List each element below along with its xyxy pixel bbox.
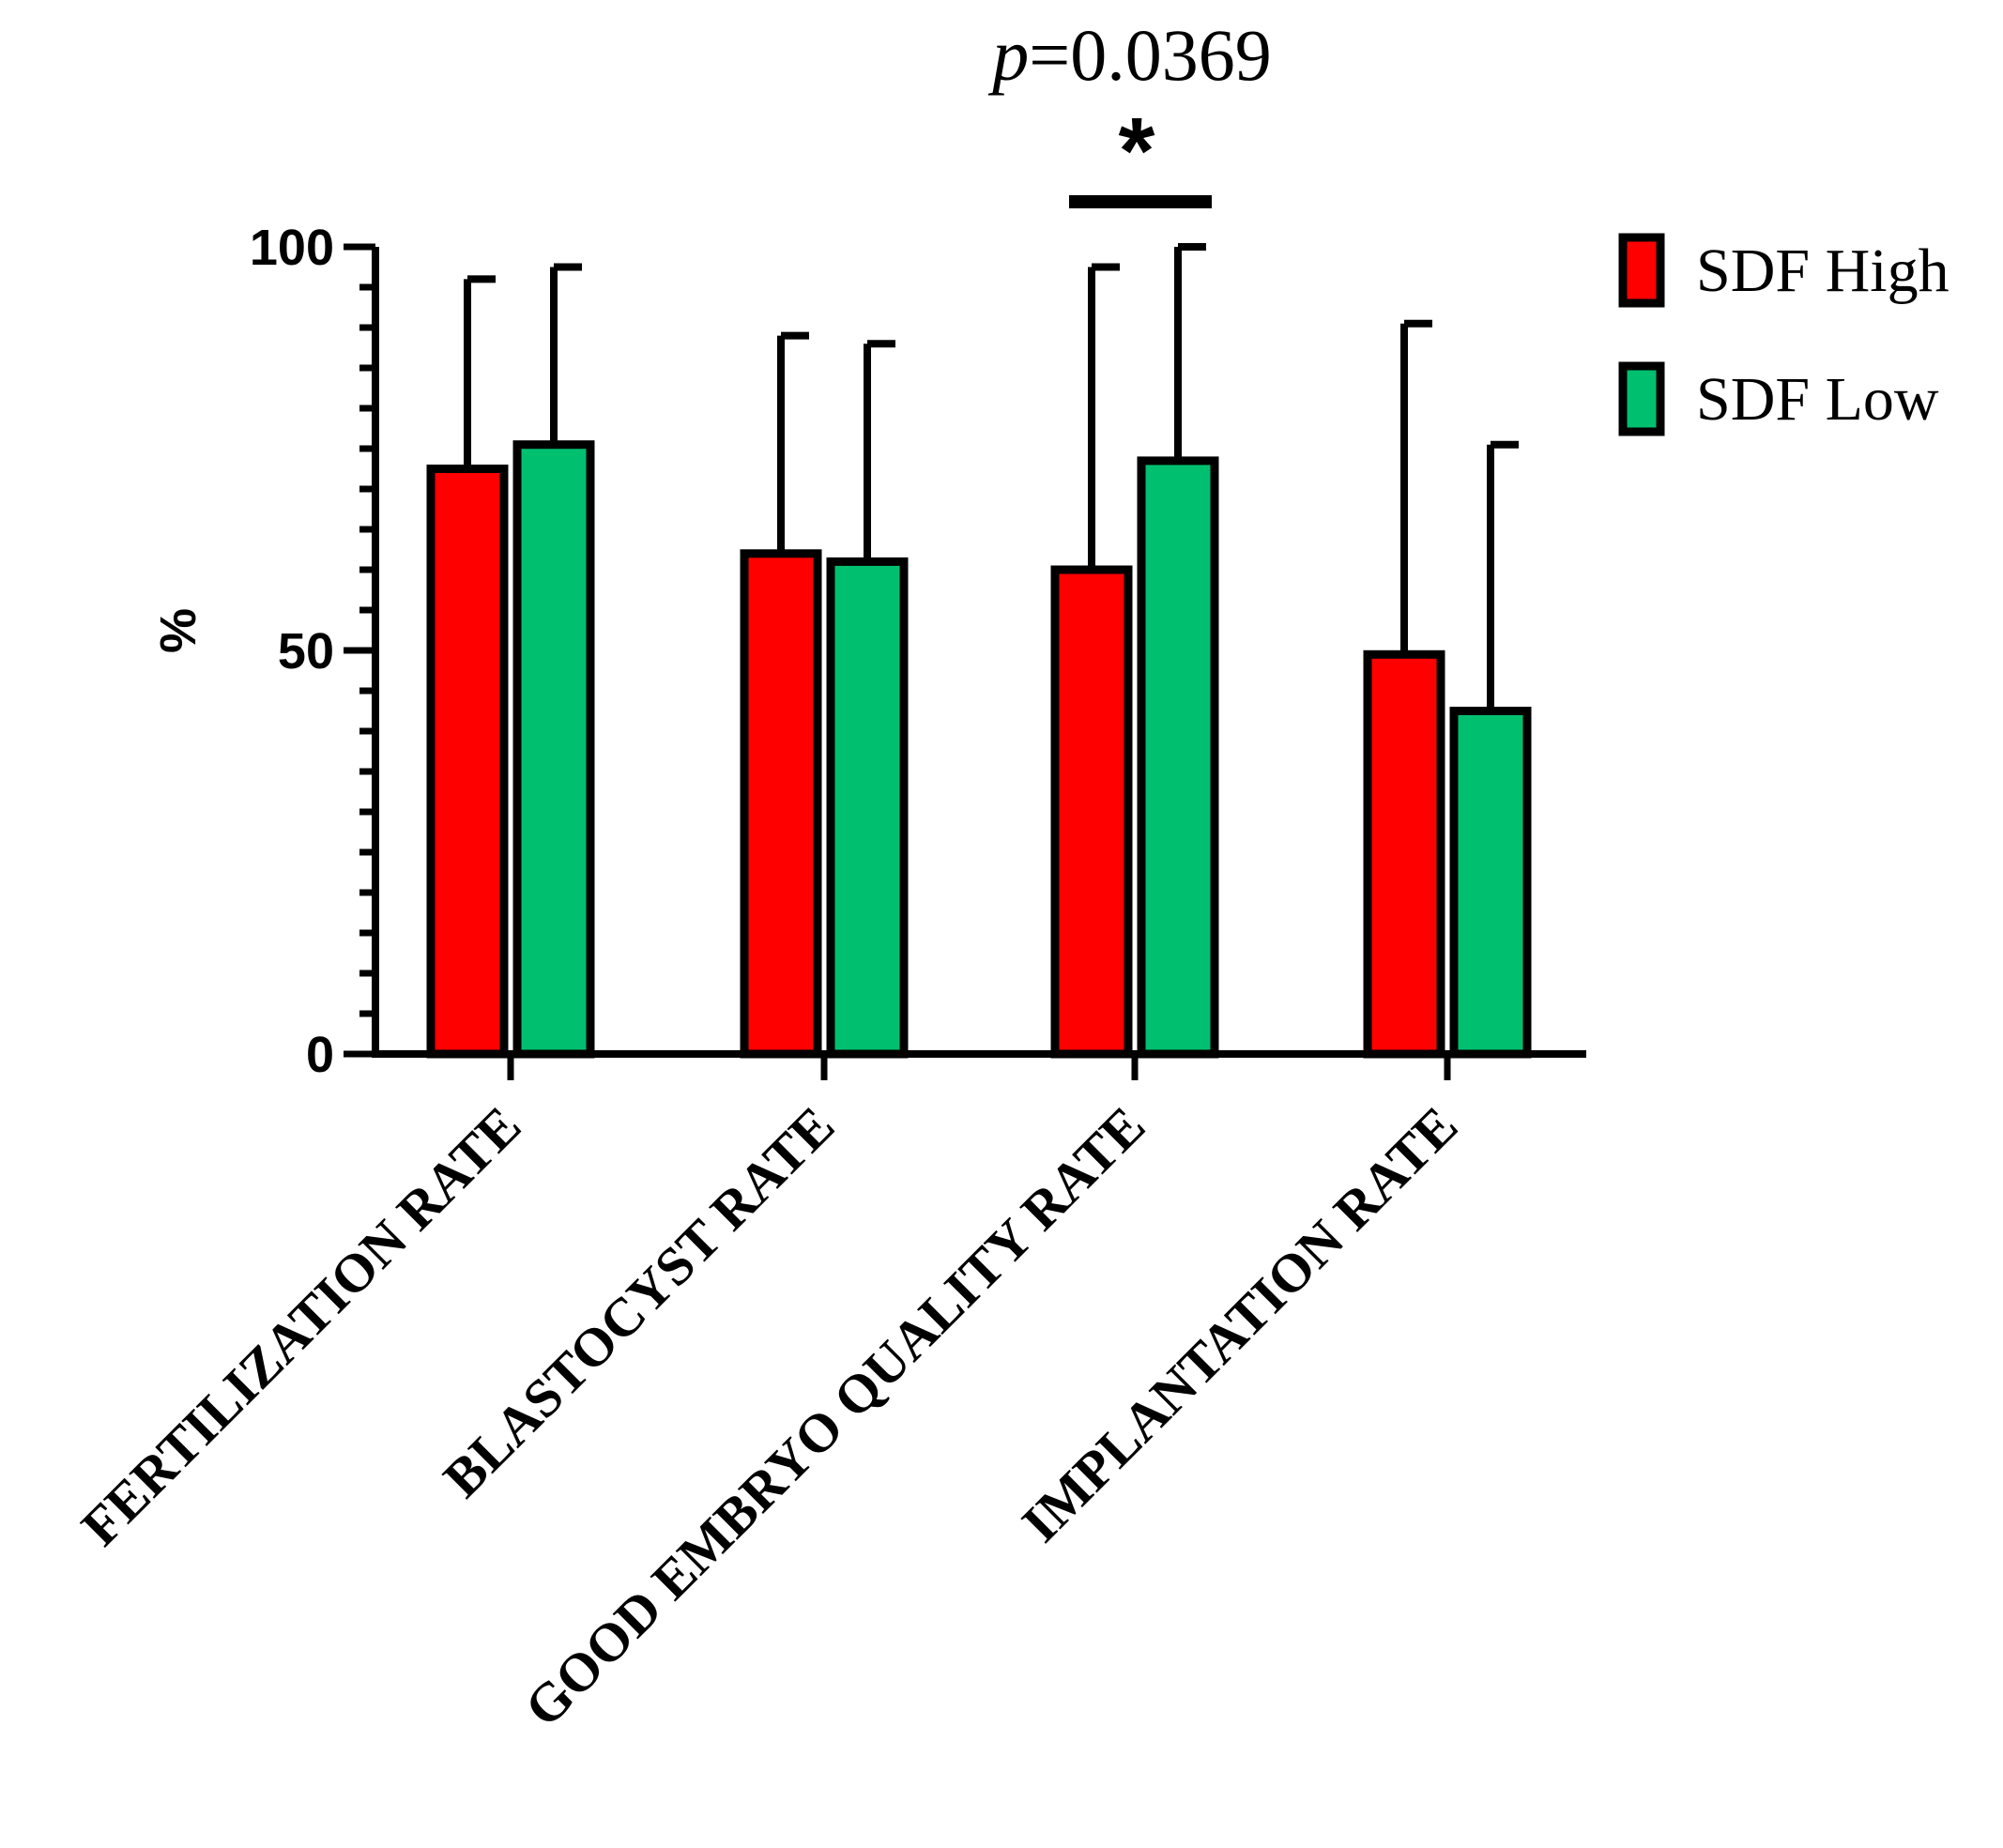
bar-sdf-low (826, 557, 909, 1059)
x-tick-label: GOOD EMBRYO QUALITY RATE (512, 1094, 1156, 1738)
p-value-symbol: p (987, 14, 1029, 96)
bar-sdf-high (740, 549, 822, 1059)
bar-sdf-high (426, 465, 509, 1059)
bar-sdf-low (512, 440, 595, 1059)
legend-swatch-sdf-low (1618, 361, 1665, 436)
p-value-label: p=0.0369 (987, 14, 1272, 96)
legend-label-sdf-low: SDF Low (1696, 365, 1939, 434)
y-axis-label: % (150, 608, 206, 653)
bar-sdf-low (1449, 707, 1532, 1059)
y-tick-label: 100 (250, 220, 334, 276)
legend-label-sdf-high: SDF High (1696, 237, 1949, 305)
legend-swatch-sdf-high (1618, 233, 1665, 308)
bar-sdf-low (1137, 456, 1219, 1059)
p-value-number: =0.0369 (1029, 14, 1272, 96)
y-tick-label: 50 (278, 623, 334, 680)
bar-sdf-high (1050, 565, 1133, 1059)
significance-star: * (1119, 99, 1155, 204)
bar-sdf-high (1363, 649, 1445, 1059)
y-tick-label: 0 (306, 1027, 334, 1083)
